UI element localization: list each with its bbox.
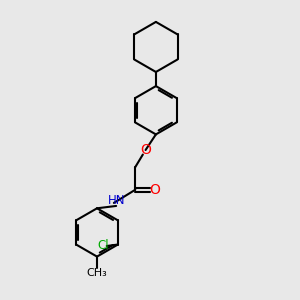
- Text: O: O: [140, 143, 151, 157]
- Text: Cl: Cl: [98, 239, 109, 253]
- Text: O: O: [150, 183, 160, 197]
- Text: HN: HN: [107, 194, 125, 207]
- Text: CH₃: CH₃: [87, 268, 107, 278]
